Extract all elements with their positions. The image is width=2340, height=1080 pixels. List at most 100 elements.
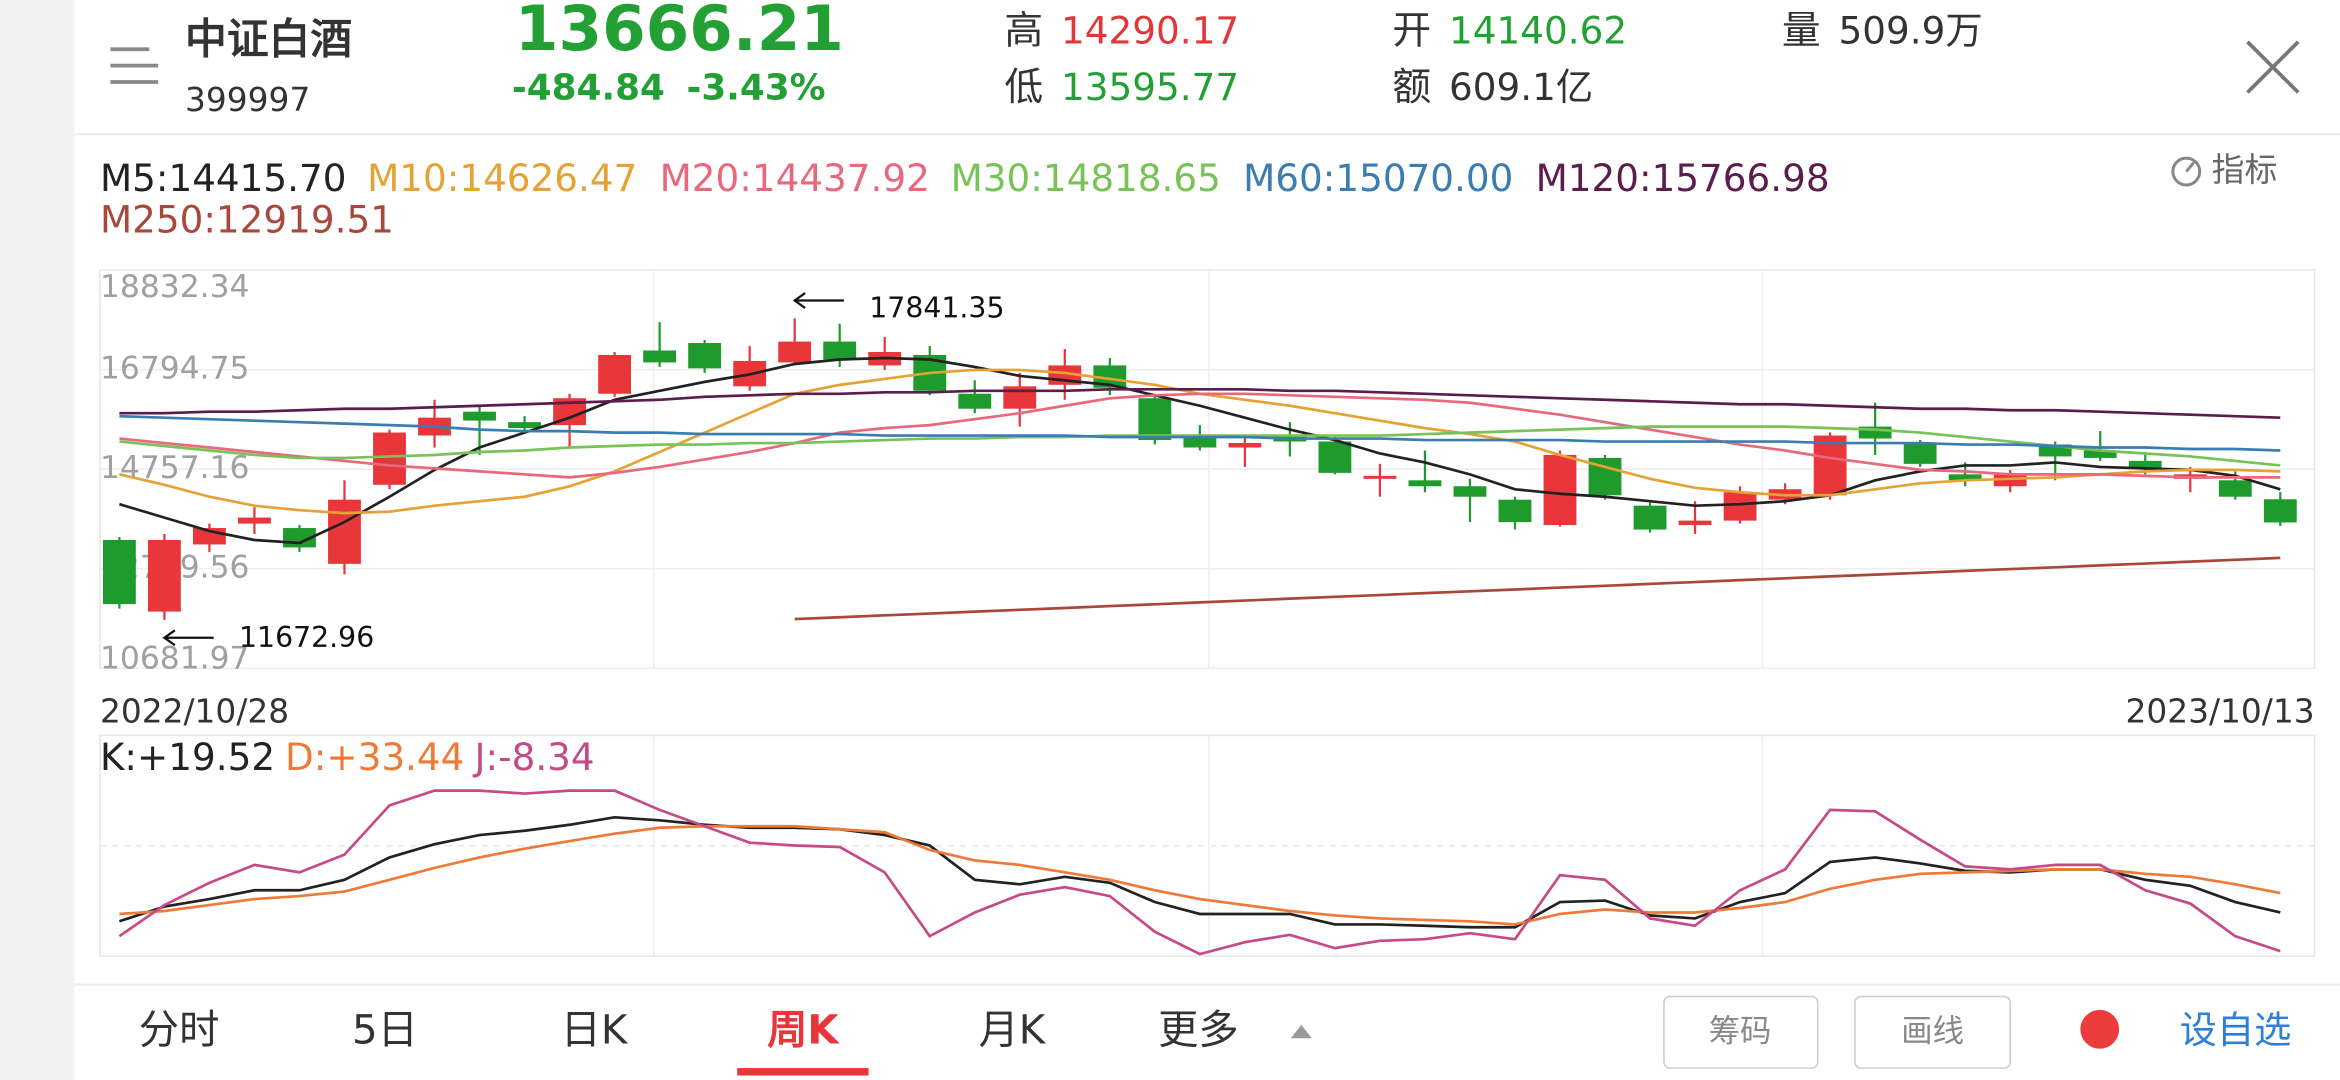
amount-label: 额 bbox=[1392, 65, 1431, 110]
candle-body bbox=[2083, 450, 2117, 458]
candle-body bbox=[1138, 398, 1172, 441]
candle-body bbox=[823, 341, 857, 360]
low: 13595.77 bbox=[1061, 65, 1239, 109]
close-button[interactable] bbox=[2246, 40, 2300, 94]
high-label: 高 bbox=[1004, 8, 1043, 53]
candle-body bbox=[1363, 475, 1397, 479]
more-arrow[interactable] bbox=[1290, 1024, 1312, 1039]
favorite-dot[interactable] bbox=[2080, 1009, 2120, 1049]
volume-label: 量 bbox=[1782, 8, 1821, 53]
y-tick-label: 18832.34 bbox=[100, 269, 250, 305]
tab-underline bbox=[737, 1068, 869, 1076]
kdj-legend: D:+33.44 bbox=[285, 735, 464, 779]
draw-button-label[interactable]: 画线 bbox=[1901, 1013, 1964, 1049]
date-end: 2023/10/13 bbox=[2125, 693, 2314, 731]
y-tick-label: 16794.75 bbox=[100, 351, 250, 387]
amount: 609.1亿 bbox=[1449, 65, 1593, 109]
candle-body bbox=[1723, 492, 1757, 521]
change: -484.84 bbox=[512, 68, 665, 109]
candle-body bbox=[1993, 474, 2027, 487]
candle-body bbox=[328, 499, 361, 564]
candle-body bbox=[1948, 474, 1982, 481]
candle-body bbox=[102, 539, 136, 605]
kdj-line bbox=[119, 824, 2281, 926]
tab[interactable]: 周K bbox=[767, 1007, 840, 1053]
index-code: 399997 bbox=[185, 81, 310, 119]
candle-body bbox=[1903, 443, 1937, 464]
volume: 509.9万 bbox=[1839, 8, 1983, 52]
ma-line bbox=[794, 556, 2281, 621]
low-label: 低 bbox=[1004, 65, 1043, 110]
candle-body bbox=[1408, 480, 1442, 487]
candle-body bbox=[1543, 454, 1577, 526]
ma-legend: M5:14415.70 bbox=[100, 156, 346, 200]
annotation-arrowhead bbox=[792, 292, 806, 309]
annotation-arrowhead bbox=[162, 629, 176, 647]
index-name: 中证白酒 bbox=[185, 14, 352, 63]
ma-line bbox=[119, 356, 2281, 545]
candle-body bbox=[1813, 435, 1847, 496]
high: 14290.17 bbox=[1061, 8, 1239, 52]
high-annotation: 17841.35 bbox=[869, 291, 1004, 324]
candle-body bbox=[238, 517, 271, 524]
candle-body bbox=[2128, 460, 2162, 469]
candle-body bbox=[2218, 480, 2252, 497]
chip-button-label[interactable]: 筹码 bbox=[1709, 1013, 1772, 1049]
candle-body bbox=[1858, 426, 1892, 439]
candle-body bbox=[778, 341, 812, 363]
open-label: 开 bbox=[1392, 8, 1431, 53]
kdj-legend: K:+19.52 bbox=[100, 735, 275, 779]
ma-legend: M60:15070.00 bbox=[1243, 156, 1513, 200]
candle-body bbox=[1633, 505, 1667, 530]
side-strip bbox=[0, 0, 75, 1080]
tab[interactable]: 更多 bbox=[1158, 1007, 1239, 1053]
tab[interactable]: 月K bbox=[978, 1007, 1046, 1053]
candle-body bbox=[373, 432, 406, 485]
kdj-line bbox=[118, 789, 2281, 956]
kdj-line bbox=[118, 815, 2281, 929]
candle-body bbox=[147, 539, 181, 612]
date-start: 2022/10/28 bbox=[100, 693, 289, 731]
candle-body bbox=[958, 393, 992, 409]
ma-legend: M250:12919.51 bbox=[100, 198, 394, 242]
y-tick-label: 14757.16 bbox=[100, 450, 250, 486]
ma-line bbox=[119, 425, 2281, 467]
draw-button[interactable] bbox=[1854, 995, 2011, 1069]
candle-body bbox=[598, 354, 632, 394]
menu-icon[interactable] bbox=[110, 47, 159, 84]
indicator-button[interactable]: 指标 bbox=[2212, 151, 2278, 189]
low-annotation: 11672.96 bbox=[239, 621, 374, 654]
ma-legend: M120:15766.98 bbox=[1536, 156, 1830, 200]
candle-body bbox=[1498, 499, 1532, 523]
change-pct: -3.43% bbox=[686, 68, 825, 109]
candle-body bbox=[1093, 365, 1127, 388]
kdj-legend: J:-8.34 bbox=[473, 735, 595, 779]
ma-legend: M10:14626.47 bbox=[367, 156, 637, 200]
open: 14140.62 bbox=[1449, 8, 1627, 52]
price: 13666.21 bbox=[515, 0, 844, 65]
gauge-icon[interactable] bbox=[2171, 156, 2202, 187]
candle-body bbox=[643, 350, 677, 363]
y-tick-label: 10681.97 bbox=[100, 640, 250, 676]
ma-legend: M20:14437.92 bbox=[660, 156, 930, 200]
candle-body bbox=[508, 422, 541, 429]
ma-legend: M30:14818.65 bbox=[951, 156, 1221, 200]
candle-body bbox=[1678, 520, 1712, 526]
candle-body bbox=[1183, 435, 1217, 448]
candle-body bbox=[688, 343, 722, 369]
candle-body bbox=[2263, 499, 2297, 523]
ma-line bbox=[119, 387, 2281, 420]
candle-body bbox=[1318, 441, 1352, 473]
tab[interactable]: 日K bbox=[561, 1007, 629, 1053]
candle-body bbox=[1228, 443, 1262, 448]
chip-button[interactable] bbox=[1663, 995, 1819, 1069]
tab[interactable]: 分时 bbox=[139, 1007, 220, 1053]
candle-body bbox=[463, 411, 496, 421]
candle-body bbox=[1453, 486, 1487, 497]
favorite-label[interactable]: 设自选 bbox=[2180, 1008, 2292, 1052]
ma-line bbox=[119, 392, 2281, 479]
tab[interactable]: 5日 bbox=[352, 1007, 418, 1053]
